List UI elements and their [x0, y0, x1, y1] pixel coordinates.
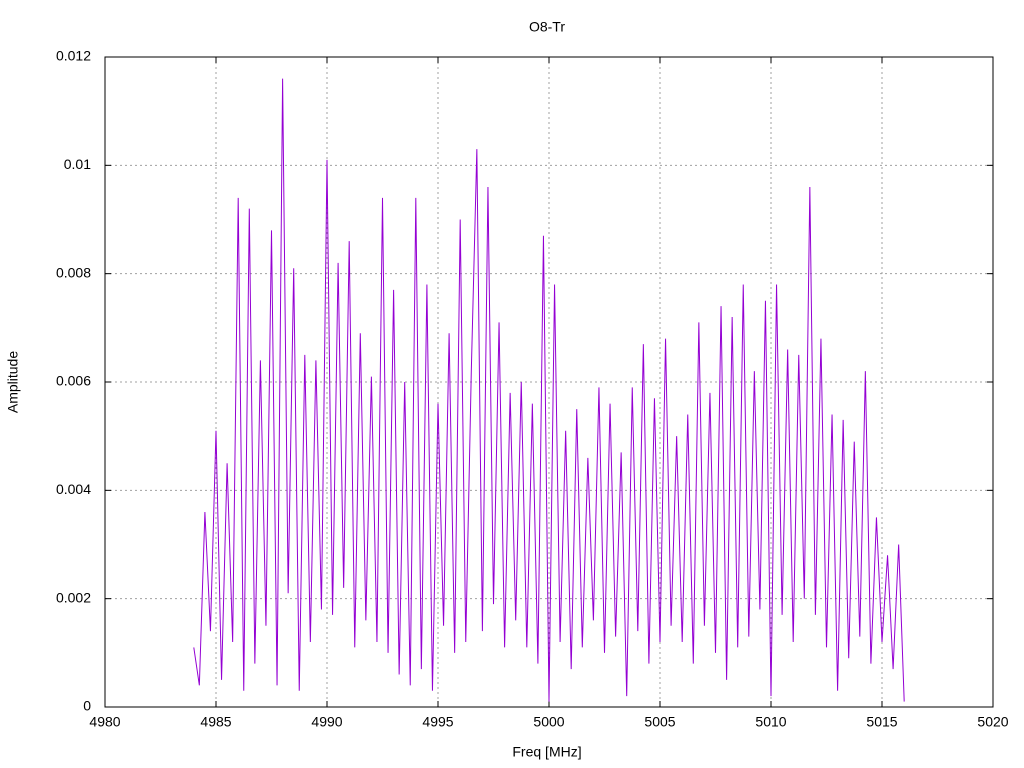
x-tick-label: 5005: [644, 714, 675, 730]
x-tick-label: 4990: [311, 714, 342, 730]
x-tick-label: 5020: [977, 714, 1008, 730]
plot-border: [104, 56, 994, 708]
x-tick-label: 5010: [755, 714, 786, 730]
y-tick-label: 0.008: [56, 264, 91, 280]
x-tick-label: 4995: [422, 714, 453, 730]
chart-title: O8-Tr: [529, 19, 565, 35]
y-tick-label: 0.002: [56, 589, 91, 605]
x-tick-label: 5015: [866, 714, 897, 730]
x-tick-label: 5000: [533, 714, 564, 730]
y-tick-label: 0.01: [64, 156, 91, 172]
y-tick-label: 0.006: [56, 373, 91, 389]
x-axis-label: Freq [MHz]: [512, 744, 581, 760]
data-line: [193, 78, 905, 702]
y-tick-label: 0: [83, 698, 91, 714]
y-tick-label: 0.012: [56, 48, 91, 64]
y-axis-label: Amplitude: [5, 351, 21, 413]
x-tick-label: 4985: [200, 714, 231, 730]
y-tick-label: 0.004: [56, 481, 91, 497]
x-tick-label: 4980: [89, 714, 120, 730]
